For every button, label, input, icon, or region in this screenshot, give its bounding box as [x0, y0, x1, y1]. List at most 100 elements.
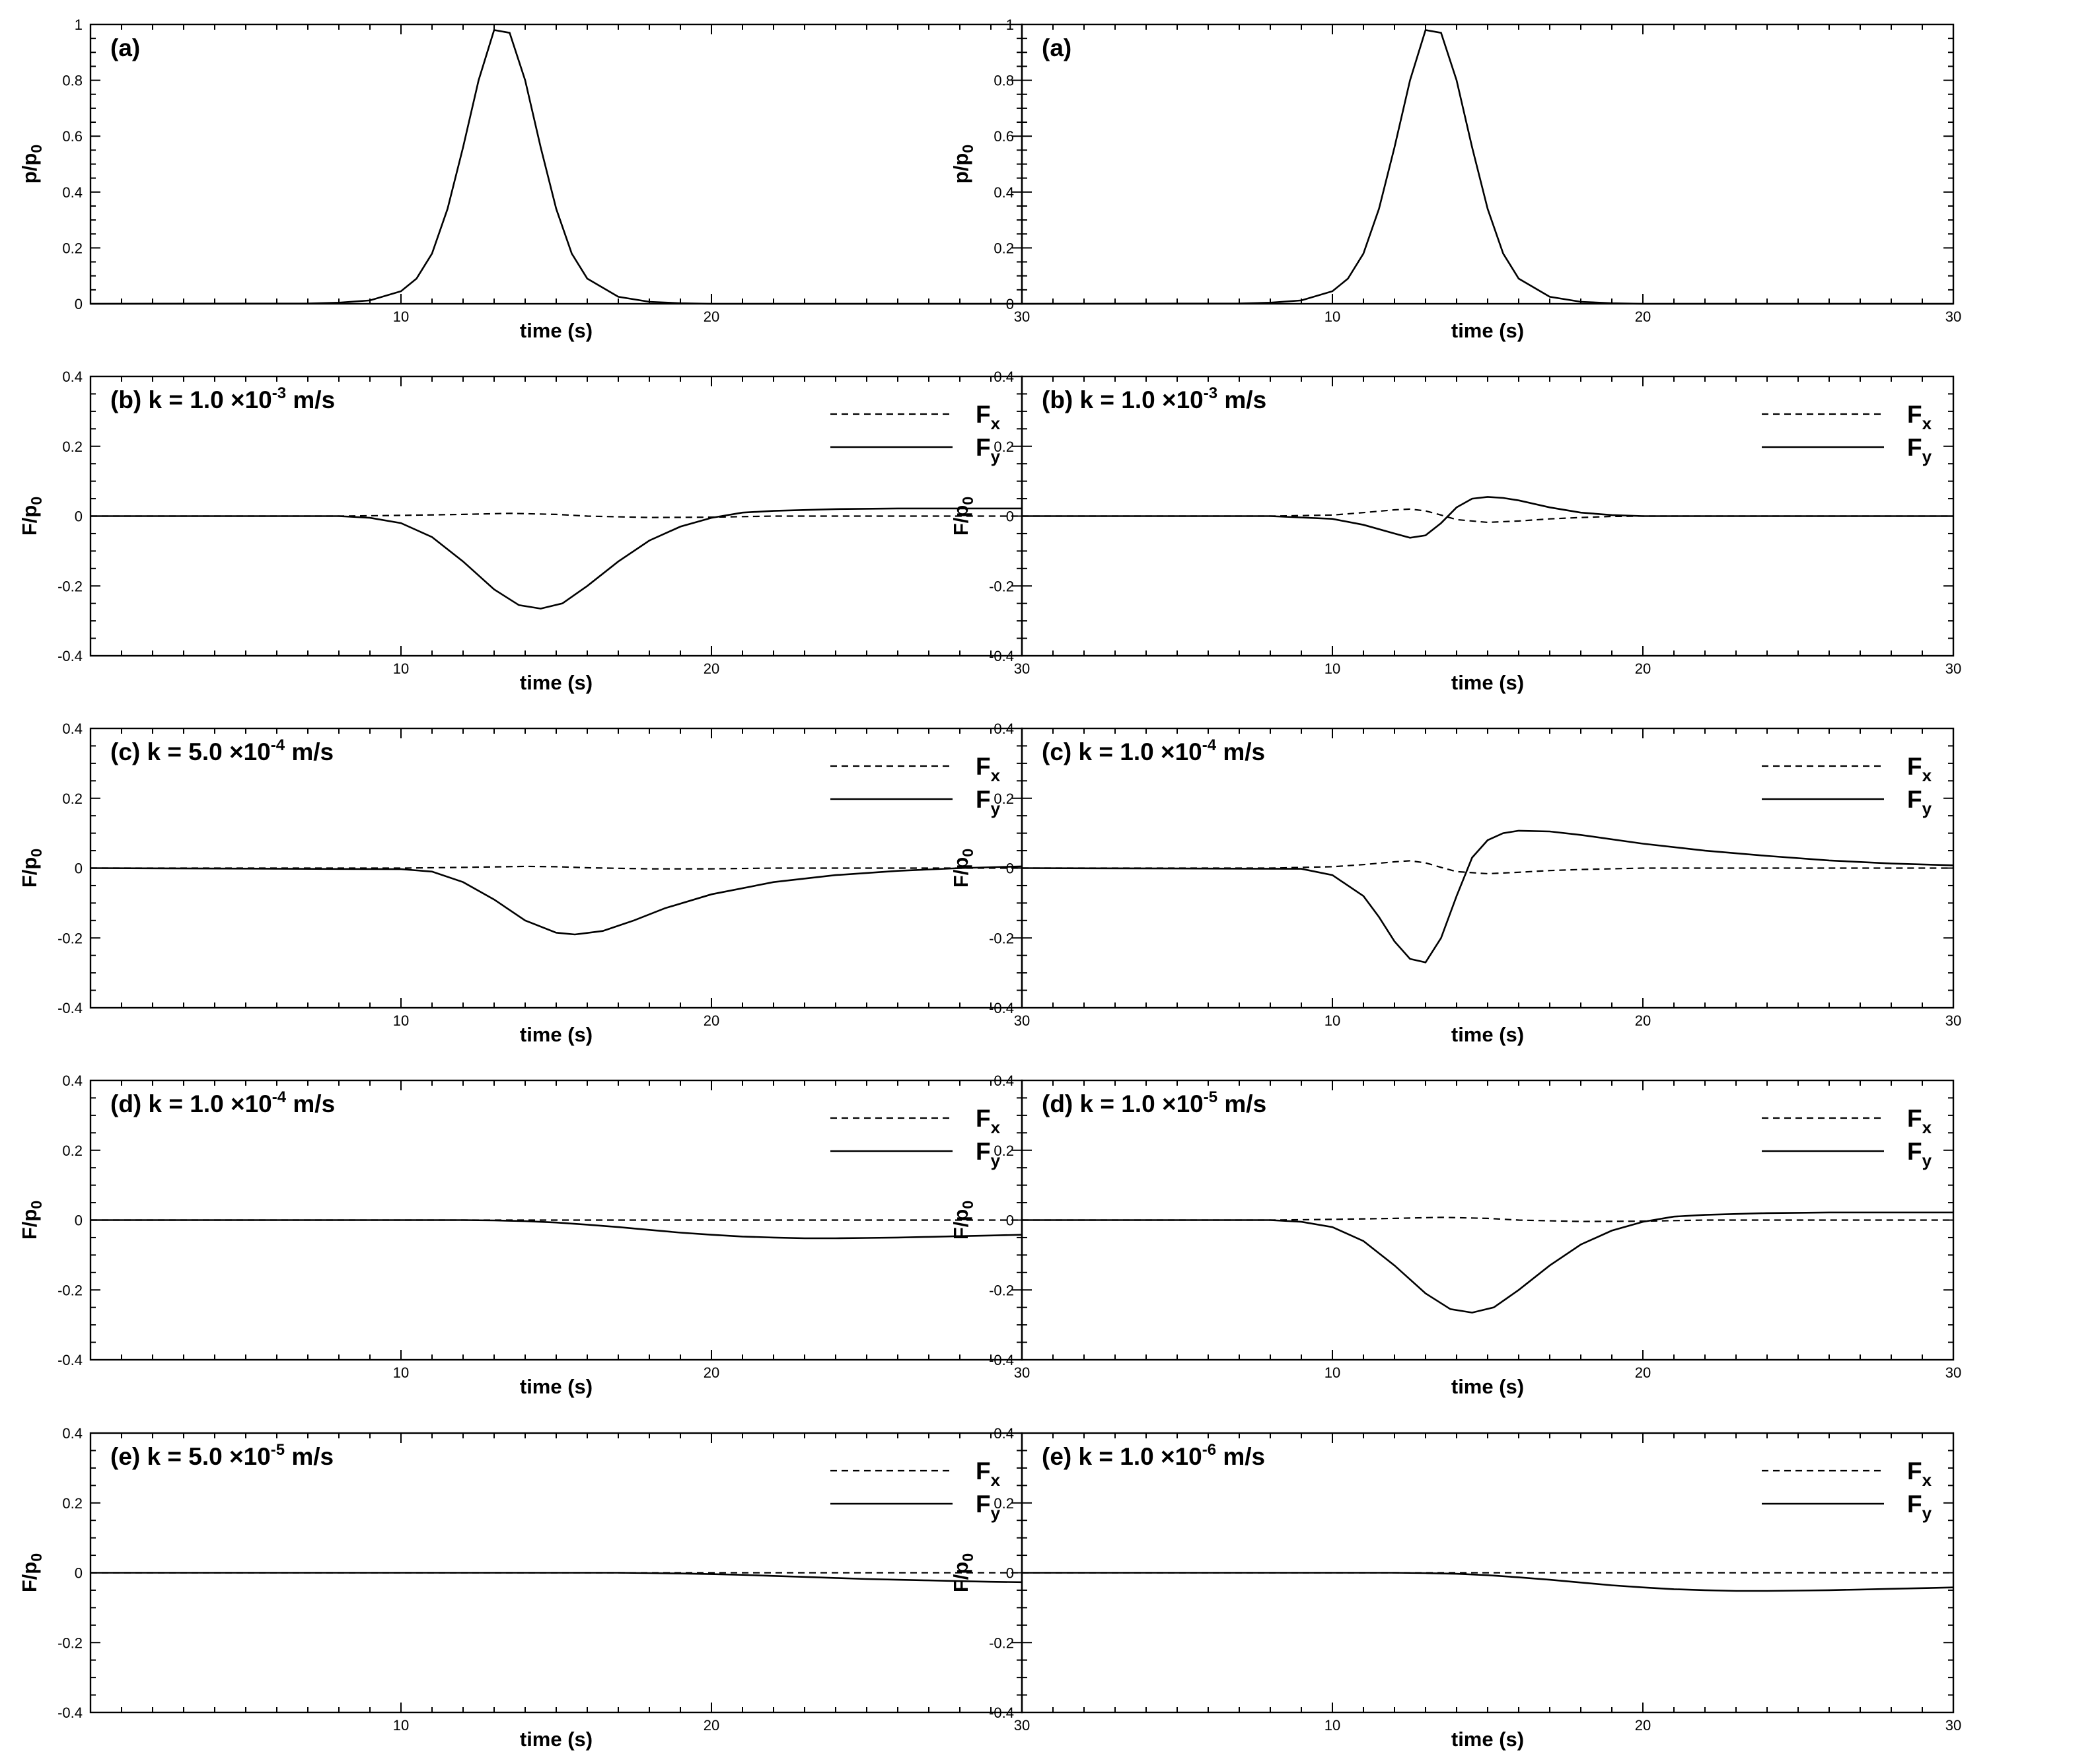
y-tick-label: -0.2 — [57, 1635, 83, 1651]
legend-entry-x: Fx — [976, 401, 1001, 433]
x-tick-label: 20 — [704, 308, 719, 325]
series-fx-line — [1022, 508, 1953, 524]
panel-label: (c) k = 1.0 ×10-4 m/s — [1042, 736, 1265, 765]
y-axis-title: F/p0 — [18, 497, 45, 536]
legend-sub: y — [1922, 446, 1932, 466]
series-p-line — [1021, 29, 1953, 305]
panel-label: (d) k = 1.0 ×10-5 m/s — [1042, 1088, 1266, 1117]
legend-entry-y: Fy — [976, 434, 1001, 466]
y-axis-title-main: F/p — [18, 1209, 41, 1240]
legend-sub: x — [991, 1470, 1001, 1490]
y-tick-label: 0.4 — [994, 184, 1014, 201]
legend-entry-x: Fx — [976, 1105, 1001, 1137]
y-tick-label: 0 — [1006, 296, 1014, 312]
x-axis-title: time (s) — [1451, 319, 1524, 342]
y-axis-title: F/p0 — [949, 497, 976, 536]
y-tick-label: -0.4 — [989, 648, 1014, 664]
y-axis-title-sub: 0 — [28, 497, 45, 505]
k-exponent: -5 — [271, 1441, 285, 1459]
y-tick-label: 0 — [1006, 1565, 1014, 1582]
x-tick-label: 30 — [1014, 1717, 1030, 1734]
y-tick-label: -0.4 — [57, 1705, 83, 1721]
panel-letter: (b) — [1042, 386, 1073, 413]
y-tick-label: -0.2 — [989, 1282, 1014, 1298]
y-tick-label: -0.2 — [989, 1635, 1014, 1651]
y-tick-label: 0 — [1006, 509, 1014, 525]
x-tick-label: 10 — [393, 1717, 409, 1734]
k-exponent: -4 — [272, 1088, 287, 1106]
k-value: k = 1.0 ×10 — [141, 386, 272, 413]
k-exponent: -4 — [1202, 736, 1217, 754]
y-axis-title-sub: 0 — [28, 145, 45, 153]
y-axis-title-sub: 0 — [959, 145, 976, 153]
y-tick-label: 0.2 — [994, 791, 1014, 807]
k-exponent: -3 — [1204, 384, 1217, 402]
legend-name: F — [1907, 753, 1922, 780]
k-value: k = 1.0 ×10 — [1073, 386, 1204, 413]
k-exponent: -4 — [271, 736, 285, 754]
y-tick-label: 0 — [1006, 861, 1014, 877]
plot-frame — [1021, 23, 1955, 305]
legend-sub: y — [991, 1503, 1001, 1523]
y-tick-label: 0.6 — [994, 128, 1014, 145]
x-tick-label: 20 — [1635, 1012, 1651, 1029]
y-axis-title-main: F/p — [18, 857, 41, 888]
y-axis-title-sub: 0 — [28, 1201, 45, 1209]
legend-name: F — [1907, 1138, 1922, 1165]
plot-frame — [89, 23, 1023, 305]
series-fx-line — [1022, 860, 1953, 875]
x-axis-title: time (s) — [520, 319, 593, 342]
k-unit: m/s — [286, 1090, 335, 1117]
y-tick-label: 0 — [75, 1565, 83, 1582]
panel-letter: (c) — [110, 738, 140, 765]
x-tick-label: 10 — [1324, 308, 1340, 325]
x-tick-label: 30 — [1014, 308, 1030, 325]
x-tick-label: 30 — [1945, 660, 1961, 677]
legend-name: F — [976, 1458, 991, 1485]
k-value: k = 1.0 ×10 — [1073, 1090, 1204, 1117]
y-tick-label: 0 — [75, 296, 83, 312]
legend-sub: y — [1922, 1150, 1932, 1170]
y-tick-label: 0.8 — [62, 73, 83, 89]
legend-entry-x: Fx — [1907, 1458, 1932, 1490]
legend-entry-y: Fy — [1907, 1138, 1932, 1170]
x-tick-label: 10 — [393, 1364, 409, 1381]
legend-entry-y: Fy — [976, 786, 1001, 818]
x-tick-label: 20 — [704, 660, 719, 677]
y-tick-label: -0.2 — [57, 1282, 83, 1298]
panel-label: (e) k = 1.0 ×10-6 m/s — [1042, 1441, 1265, 1470]
legend-name: F — [976, 1138, 991, 1165]
y-tick-label: 0.4 — [994, 721, 1014, 737]
x-axis-title: time (s) — [1451, 1375, 1524, 1398]
legend-sub: y — [991, 1150, 1001, 1170]
x-tick-label: 20 — [704, 1012, 719, 1029]
x-tick-label: 30 — [1014, 1364, 1030, 1381]
y-tick-label: -0.2 — [57, 930, 83, 946]
legend-sub: x — [1922, 1470, 1932, 1490]
legend-entry-y: Fy — [1907, 434, 1932, 466]
y-tick-label: -0.2 — [989, 930, 1014, 946]
panel-letter: (e) — [110, 1443, 140, 1470]
legend-name: F — [976, 1105, 991, 1132]
x-tick-label: 30 — [1014, 1012, 1030, 1029]
legend-name: F — [1907, 786, 1922, 813]
legend-entry-x: Fx — [1907, 753, 1932, 785]
y-tick-label: 0.2 — [62, 1495, 83, 1512]
x-tick-label: 20 — [1635, 660, 1651, 677]
y-tick-label: 0 — [75, 509, 83, 525]
x-axis-title: time (s) — [520, 1728, 593, 1751]
y-tick-label: 0.4 — [62, 721, 83, 737]
k-unit: m/s — [1217, 386, 1266, 413]
k-unit: m/s — [1216, 1443, 1265, 1470]
panel-letter: (d) — [110, 1090, 141, 1117]
y-tick-label: -0.4 — [57, 1352, 83, 1368]
y-tick-label: 0.2 — [994, 439, 1014, 455]
series-fx-line — [91, 512, 1022, 518]
k-value: k = 1.0 ×10 — [1071, 1443, 1202, 1470]
